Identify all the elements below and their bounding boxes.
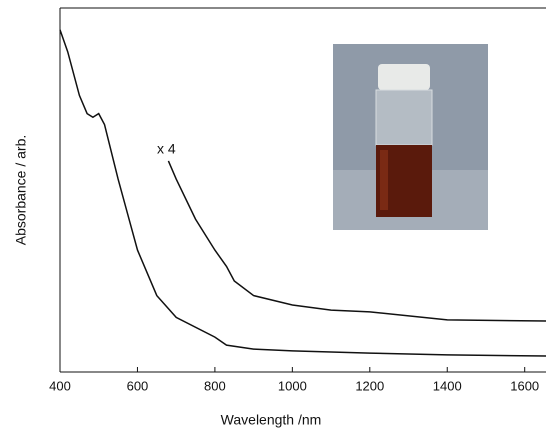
inset-photo <box>333 44 488 230</box>
x-tick-label: 800 <box>204 378 226 393</box>
x-tick-label: 1200 <box>355 378 384 393</box>
x-tick-label: 1400 <box>433 378 462 393</box>
y-axis-label: Absorbance / arb. <box>13 135 29 246</box>
x-axis-label: Wavelength /nm <box>221 412 322 428</box>
x-tick-label: 600 <box>127 378 149 393</box>
x-tick-label: 1600 <box>510 378 539 393</box>
chart: Wavelength /nm Absorbance / arb. x 4 400… <box>0 0 546 430</box>
x-tick-label: 1000 <box>278 378 307 393</box>
x-tick-label: 400 <box>49 378 71 393</box>
annotation: x 4 <box>157 141 176 157</box>
